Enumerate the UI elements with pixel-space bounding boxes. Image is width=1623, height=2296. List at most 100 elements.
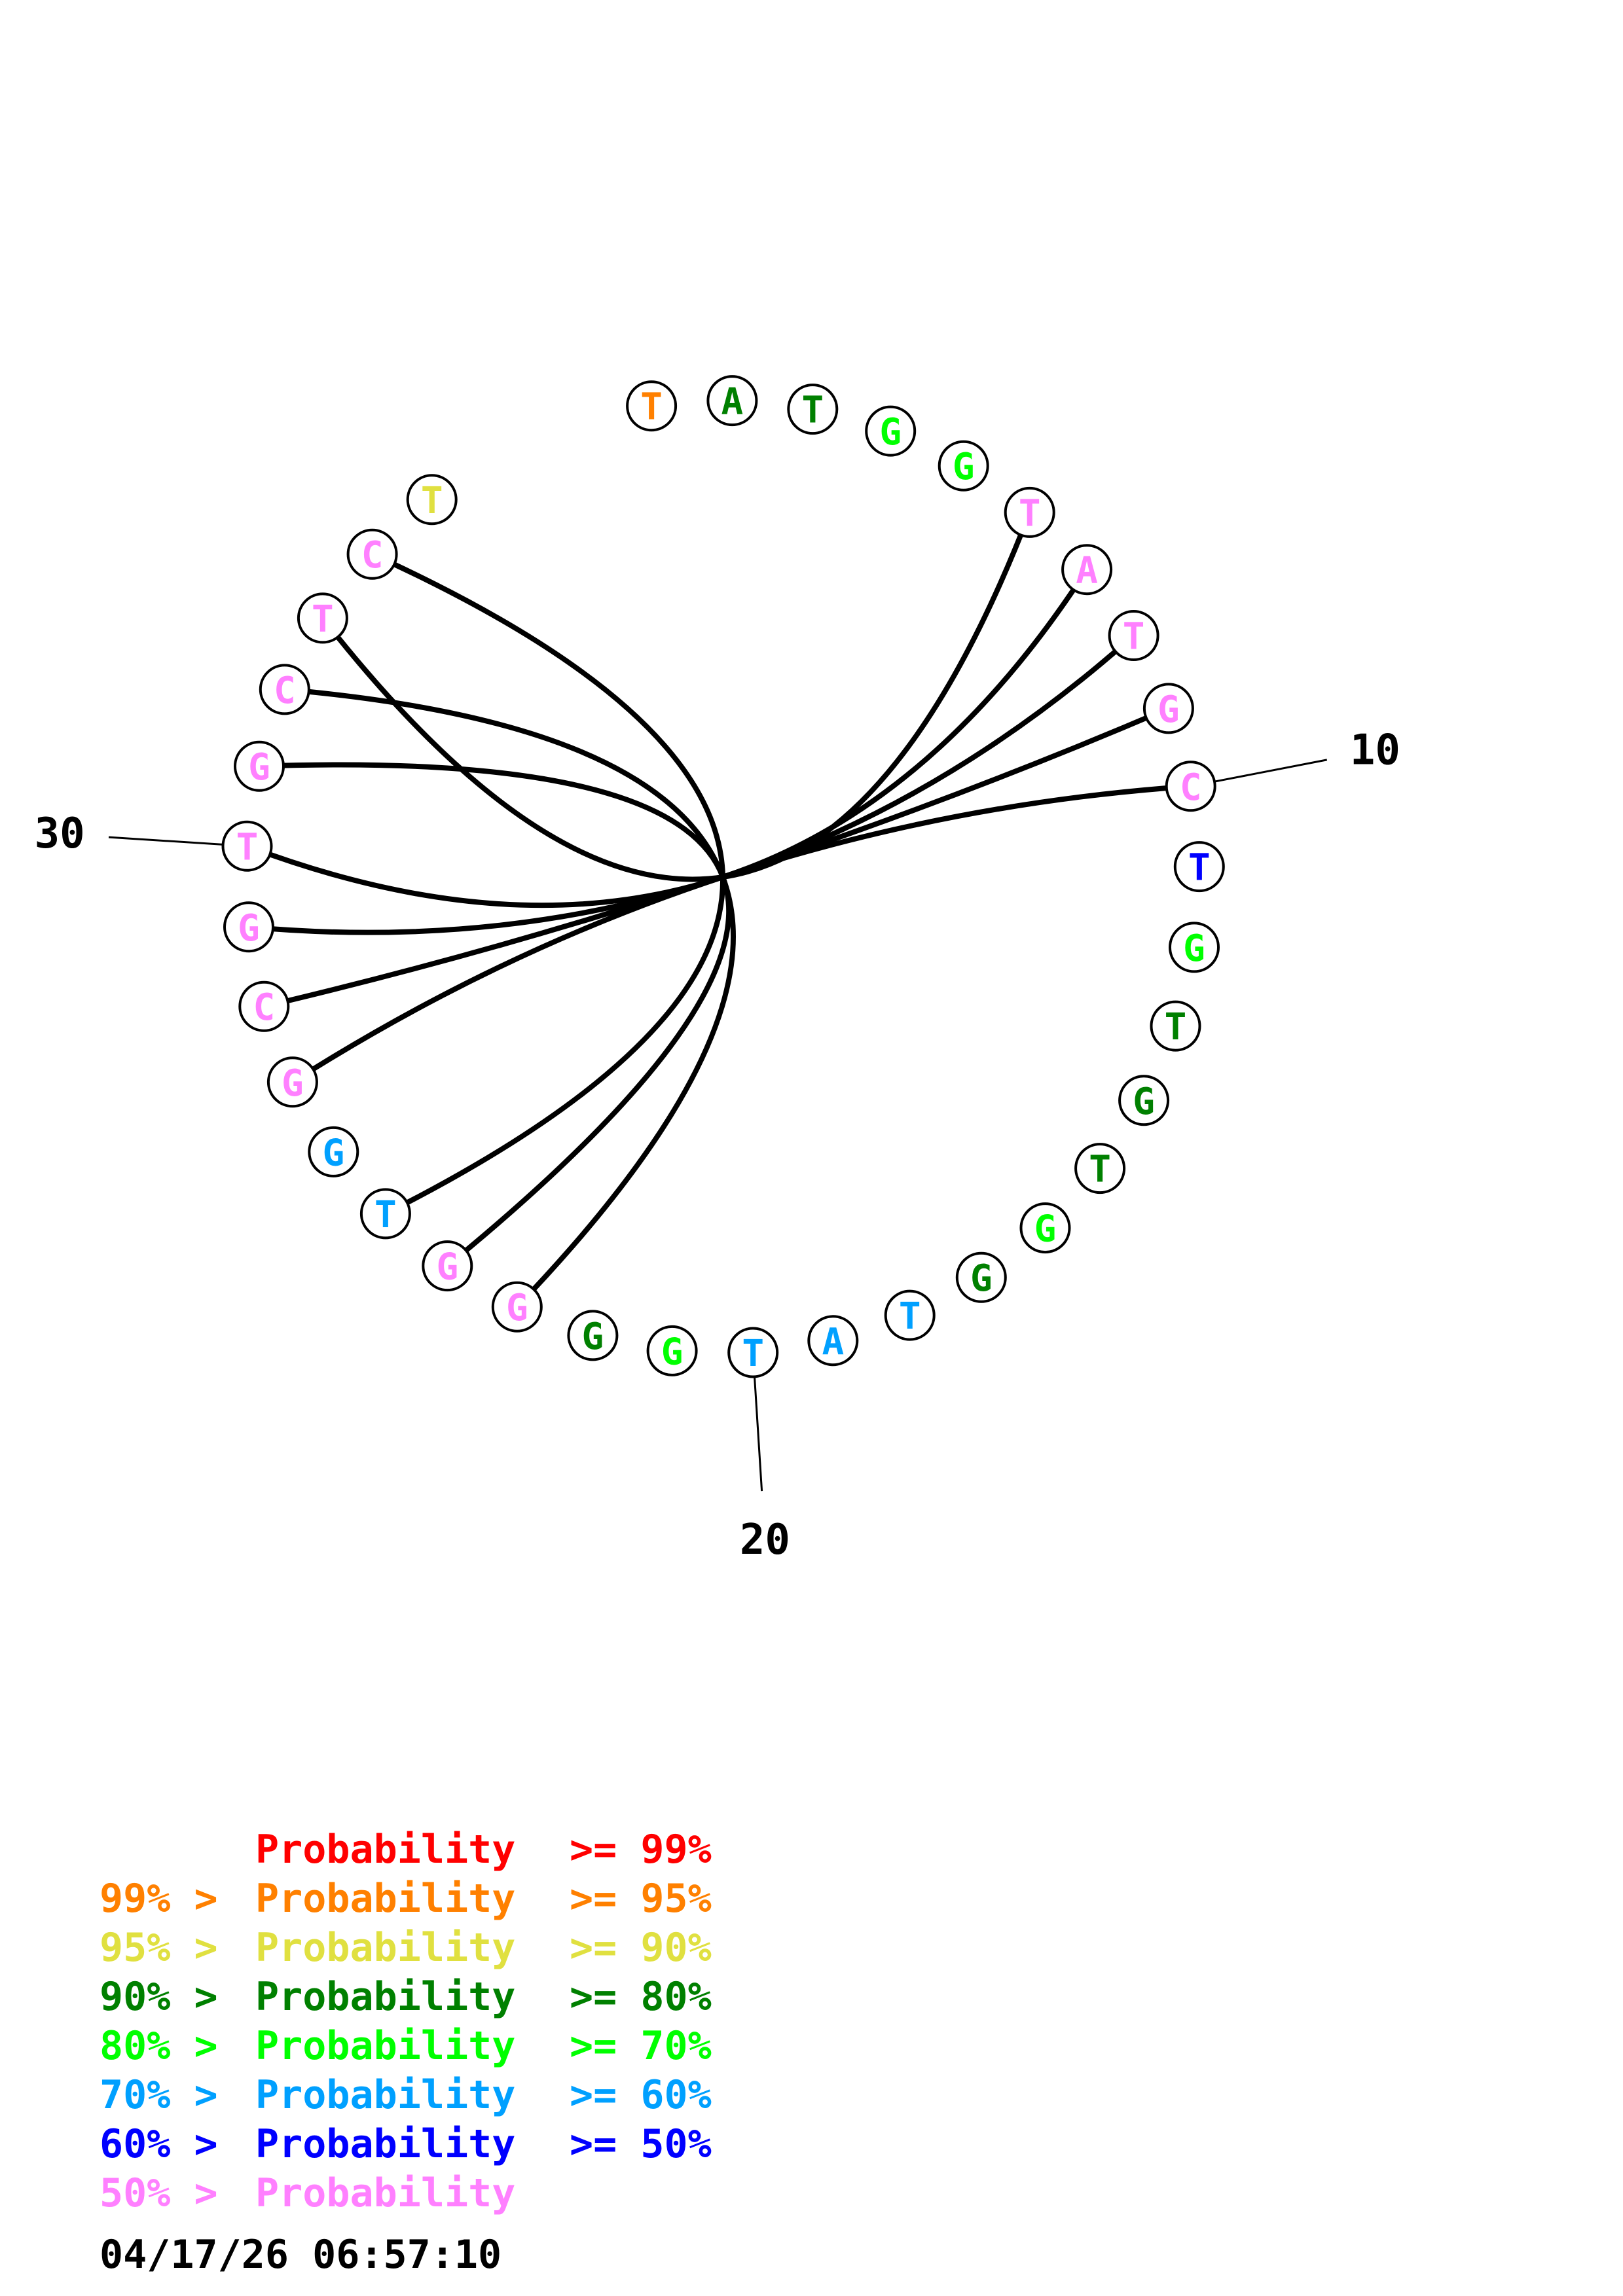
nucleotide-circle	[266, 1056, 318, 1108]
nucleotide-circle	[706, 375, 758, 427]
nucleotide: G	[567, 1310, 619, 1361]
nucleotide: G	[938, 440, 989, 492]
legend-line-1: Probability >= 99%	[255, 1827, 712, 1873]
nucleotide: T	[359, 1188, 411, 1240]
nucleotide-circle	[1118, 1075, 1170, 1126]
legend-suffix: >= 95%	[570, 1876, 712, 1922]
nucleotide: G	[1118, 1075, 1170, 1126]
nucleotide-letter: C	[1180, 766, 1202, 809]
legend-suffix: >= 80%	[570, 1974, 712, 2020]
nucleotide: T	[1150, 1000, 1201, 1052]
nucleotide: G	[234, 740, 285, 792]
nucleotide-circle	[406, 474, 458, 526]
nucleotide-circle	[223, 901, 274, 953]
nucleotide-letter: T	[421, 480, 443, 522]
base-pair-arc	[259, 762, 732, 1268]
nucleotide: T	[406, 474, 458, 526]
nucleotide: T	[1004, 486, 1055, 538]
legend-prefix: 80% >	[100, 2023, 218, 2069]
nucleotide: G	[1169, 922, 1220, 973]
nucleotide: A	[807, 1315, 859, 1367]
nucleotide-letter: T	[1165, 1006, 1187, 1049]
nucleotide-circle	[359, 1188, 411, 1240]
legend-line-7: 60% > Probability >= 50%	[100, 2121, 712, 2167]
nucleotide-letter: G	[506, 1287, 528, 1329]
legend-word: Probability	[255, 1974, 515, 2020]
nucleotide-letter: G	[661, 1331, 684, 1373]
nucleotide-letter: T	[1188, 847, 1211, 889]
nucleotide-letter: T	[236, 826, 259, 869]
legend-line-5: 80% > Probability >= 70%	[100, 2023, 712, 2069]
nucleotide: T	[626, 380, 678, 432]
nucleotide-circle	[1074, 1143, 1126, 1194]
nucleotide-circle	[1019, 1202, 1071, 1254]
nucleotide: T	[221, 820, 273, 872]
base-pair-arc	[246, 568, 1089, 908]
nucleotide-letter: T	[374, 1194, 397, 1236]
legend-line-6: 70% > Probability >= 60%	[100, 2072, 712, 2118]
legend-line-3: 95% > Probability >= 90%	[100, 1925, 712, 1971]
legend-suffix: >= 60%	[570, 2072, 712, 2118]
nucleotide: C	[238, 980, 290, 1032]
nucleotide-letter: C	[253, 986, 275, 1029]
nucleotide-letter: G	[1158, 689, 1180, 731]
legend-word: Probability	[255, 2121, 515, 2167]
nucleotide: G	[223, 901, 274, 953]
legend-word: Probability	[255, 1827, 515, 1873]
nucleotide: G	[491, 1281, 543, 1333]
nucleotide: G	[646, 1325, 698, 1376]
base-pair-arcs	[246, 511, 1191, 1309]
legend-prefix: 70% >	[100, 2072, 218, 2118]
nucleotide-letter: T	[899, 1295, 921, 1338]
nucleotide: T	[1173, 841, 1225, 893]
nucleotide-circle	[221, 820, 273, 872]
legend-prefix: 60% >	[100, 2121, 218, 2167]
legend-word: Probability	[255, 2072, 515, 2118]
nucleotide-circle	[938, 440, 989, 492]
base-pair-arc	[371, 552, 726, 1216]
nucleotide-circle	[1165, 761, 1216, 812]
nucleotide-circle	[787, 384, 839, 435]
nucleotide-letter: G	[248, 746, 270, 789]
legend-line-8: 50% > Probability	[100, 2170, 515, 2216]
nucleotide-letter: T	[312, 598, 334, 641]
nucleotide: G	[1019, 1202, 1071, 1254]
nucleotide-circle	[626, 380, 678, 432]
nucleotide-circle	[1108, 610, 1159, 661]
nucleotide-letter: T	[1123, 616, 1145, 658]
nucleotide-letter: C	[274, 670, 296, 712]
nucleotide-circle	[238, 980, 290, 1032]
nucleotide-circle	[1150, 1000, 1201, 1052]
nucleotide-circle	[884, 1289, 936, 1341]
legend-word: Probability	[255, 1876, 515, 1922]
nucleotide: G	[308, 1126, 359, 1177]
nucleotide-circle	[646, 1325, 698, 1376]
nucleotide: C	[346, 528, 398, 580]
legend-suffix: >= 50%	[570, 2121, 712, 2167]
probability-legend: Probability >= 99% 99% > Probability >= 95%…	[100, 1827, 712, 2216]
nucleotide-letter: G	[970, 1257, 993, 1300]
nucleotide-letter: T	[640, 386, 663, 429]
nucleotide-circle	[1169, 922, 1220, 973]
nucleotide-letter: C	[361, 534, 384, 577]
legend-suffix: >= 90%	[570, 1925, 712, 1971]
nucleotide-letter: A	[721, 381, 744, 423]
nucleotide-circle	[1173, 841, 1225, 893]
nucleotide-letter: G	[1183, 927, 1205, 970]
nucleotide-circle	[865, 405, 917, 457]
nucleotide-circle	[1004, 486, 1055, 538]
legend-word: Probability	[255, 1925, 515, 1971]
nucleotide-circle	[308, 1126, 359, 1177]
base-pair-arc	[291, 783, 1191, 1085]
legend-suffix: >= 70%	[570, 2023, 712, 2069]
nucleotide: T	[884, 1289, 936, 1341]
nucleotide: G	[1142, 683, 1194, 734]
nucleotide-letter: T	[1019, 492, 1041, 535]
position-ticks: 10 20 30	[35, 726, 1400, 1564]
nucleotide-letter: A	[822, 1321, 844, 1363]
nucleotide-circle	[491, 1281, 543, 1333]
nucleotide: T	[1074, 1143, 1126, 1194]
nucleotide-letter: G	[436, 1246, 458, 1289]
nucleotide-circle	[727, 1327, 779, 1378]
legend-line-4: 90% > Probability >= 80%	[100, 1974, 712, 2020]
